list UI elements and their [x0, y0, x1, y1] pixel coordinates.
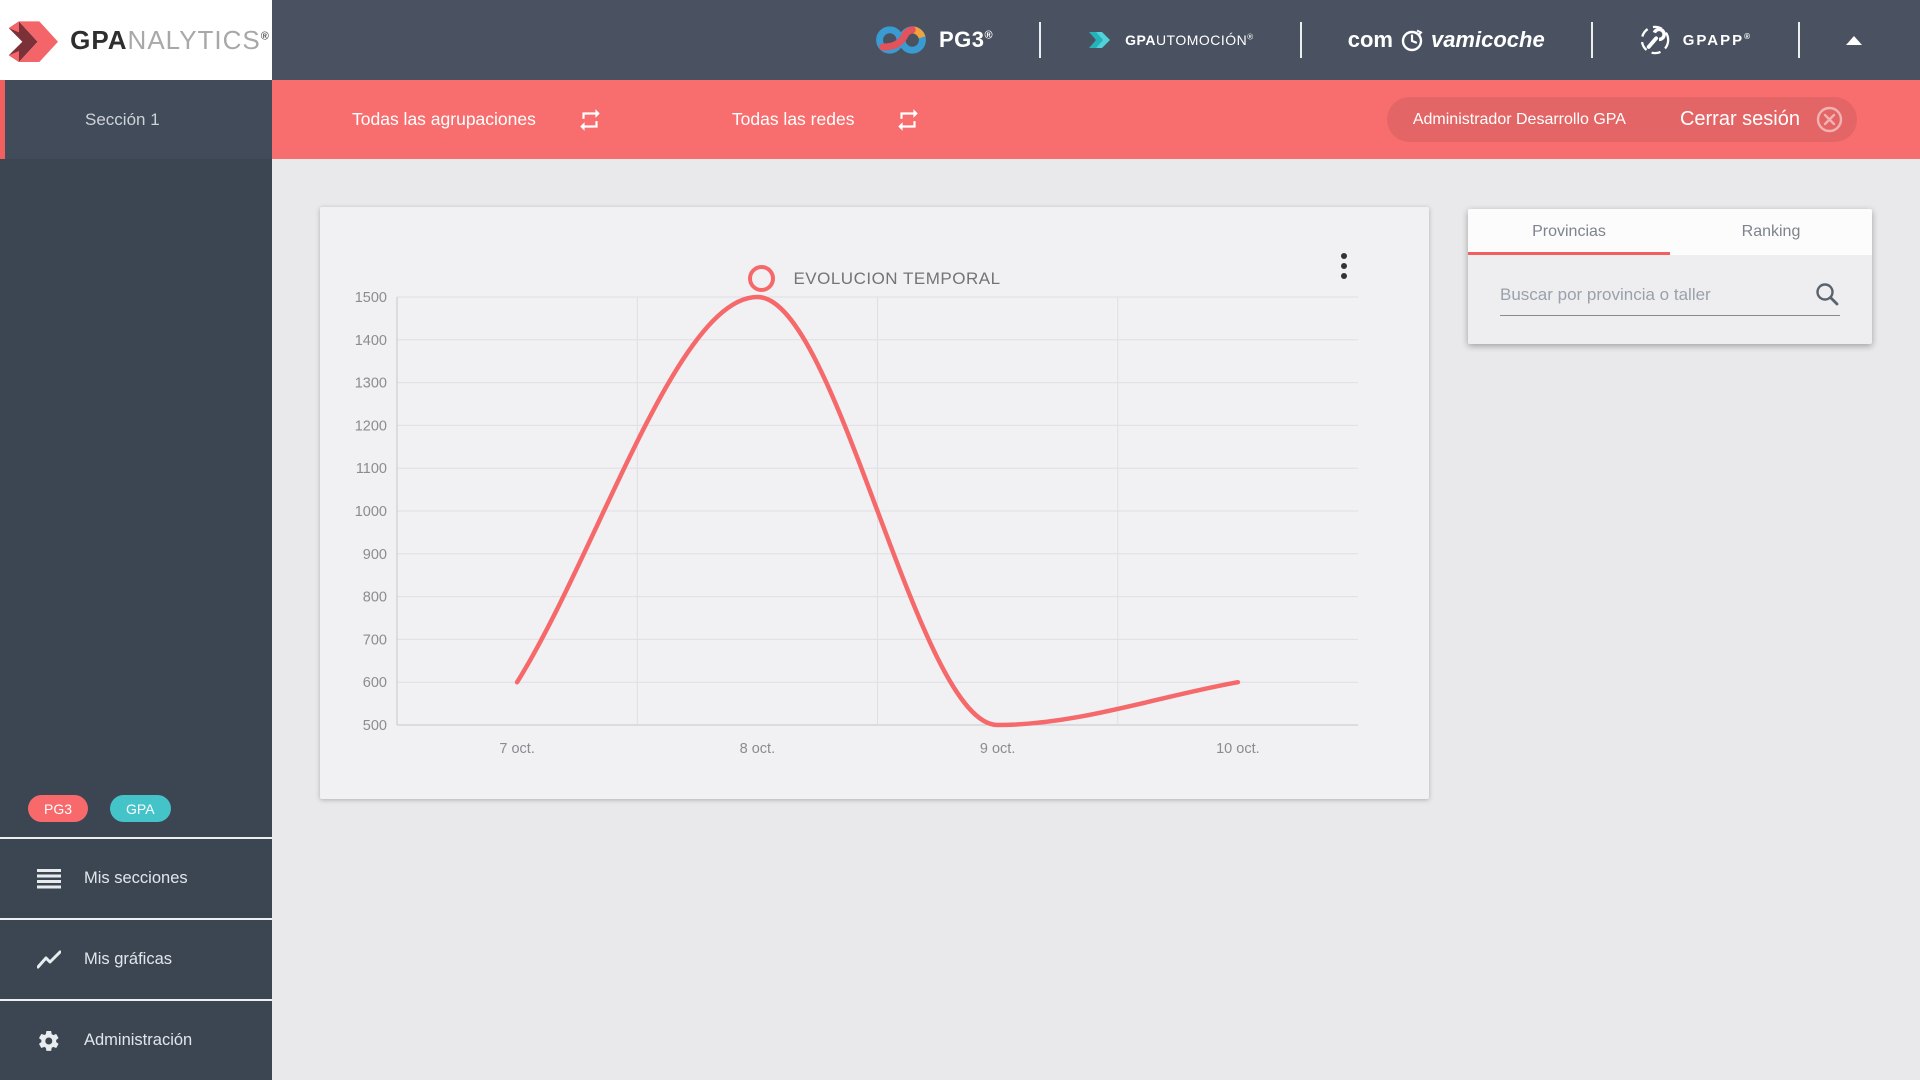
top-header: PG3® GPAUTOMOCIÓN® com vamicoche	[0, 0, 1920, 80]
app-logo: GPANALYTICS®	[0, 0, 272, 80]
collapse-header-caret[interactable]	[1846, 35, 1862, 45]
svg-text:1300: 1300	[355, 376, 387, 392]
wrench-icon	[1640, 25, 1669, 55]
svg-text:1100: 1100	[356, 461, 387, 477]
gpautomocion-logo: GPAUTOMOCIÓN®	[1087, 28, 1254, 52]
sidebar: Sección 1 PG3 GPA Mis secciones Mis gráf…	[0, 80, 272, 1080]
sidebar-item-mis-graficas[interactable]: Mis gráficas	[0, 918, 272, 999]
chart-line-icon	[36, 950, 62, 970]
legend-series-ring-icon	[748, 265, 776, 292]
svg-text:1200: 1200	[355, 418, 387, 434]
chart-menu-kebab-icon[interactable]	[1337, 249, 1351, 283]
pg3-logo: PG3®	[875, 25, 993, 55]
sidebar-item-mis-secciones[interactable]: Mis secciones	[0, 837, 272, 918]
logout-button[interactable]: Cerrar sesión	[1679, 108, 1800, 130]
comprovamicoche-post: vamicoche	[1430, 27, 1545, 52]
chart-legend: EVOLUCION TEMPORAL	[320, 265, 1429, 292]
sidebar-item-label: Mis gráficas	[84, 950, 173, 968]
comprovamicoche-logo: com vamicoche	[1348, 27, 1545, 53]
sidebar-section-label: Sección 1	[85, 109, 160, 129]
tab-provincias[interactable]: Provincias	[1468, 209, 1670, 255]
svg-text:700: 700	[363, 632, 387, 648]
swap-icon[interactable]	[894, 107, 922, 133]
filter-bar: Todas las agrupaciones Todas las redes A…	[272, 80, 1920, 159]
search-icon[interactable]	[1814, 281, 1840, 311]
header-divider	[1299, 22, 1302, 58]
header-divider	[1039, 22, 1042, 58]
svg-text:800: 800	[363, 590, 387, 606]
comprovamicoche-pre: com	[1347, 27, 1393, 52]
filter-agrupaciones[interactable]: Todas las agrupaciones	[352, 107, 604, 133]
svg-text:10 oct.: 10 oct.	[1216, 741, 1260, 757]
user-session-pill: Administrador Desarrollo GPA Cerrar sesi…	[1386, 97, 1857, 142]
gpautomocion-label: GPAUTOMOCIÓN®	[1125, 32, 1254, 48]
line-chart: 500 600 700 800 900 1000 1100 1200 1300 1400 1500 7…	[355, 290, 1358, 757]
gpapp-label: GPAPP®	[1682, 31, 1752, 49]
pg3-infinity-icon	[876, 26, 926, 54]
filter-label: Todas las agrupaciones	[352, 109, 536, 129]
gpanalytics-wordmark: GPANALYTICS®	[70, 24, 270, 55]
filter-redes[interactable]: Todas las redes	[732, 107, 923, 133]
sidebar-item-label: Mis secciones	[84, 869, 188, 887]
header-brand-strip: PG3® GPAUTOMOCIÓN® com vamicoche	[875, 0, 1862, 80]
svg-text:600: 600	[363, 675, 387, 691]
panel-body	[1468, 255, 1872, 344]
svg-text:900: 900	[363, 547, 387, 563]
sidebar-badges: PG3 GPA	[28, 795, 171, 822]
search-input[interactable]	[1500, 277, 1814, 315]
gpapp-logo: GPAPP®	[1639, 24, 1752, 56]
search-field	[1500, 277, 1840, 316]
sidebar-item-seccion-1[interactable]: Sección 1	[0, 80, 272, 159]
provincias-ranking-panel: Provincias Ranking	[1468, 209, 1872, 344]
panel-tabs: Provincias Ranking	[1468, 209, 1872, 255]
badge-gpa[interactable]: GPA	[110, 795, 171, 822]
header-divider	[1590, 22, 1593, 58]
user-name: Administrador Desarrollo GPA	[1412, 110, 1626, 128]
svg-text:1000: 1000	[355, 504, 387, 520]
logout-power-icon[interactable]	[1816, 106, 1843, 133]
sidebar-menu: Mis secciones Mis gráficas Administració…	[0, 837, 272, 1080]
sidebar-item-label: Administración	[84, 1031, 193, 1049]
svg-text:7 oct.: 7 oct.	[499, 741, 534, 757]
pg3-label: PG3®	[938, 27, 994, 52]
legend-series-label: EVOLUCION TEMPORAL	[793, 268, 1001, 288]
gpautomocion-arrow-icon	[1089, 32, 1111, 48]
badge-pg3[interactable]: PG3	[28, 795, 89, 822]
sidebar-item-administracion[interactable]: Administración	[0, 999, 272, 1080]
evolucion-temporal-chart-card: EVOLUCION TEMPORAL 500 600 700 800 900 1000 11…	[320, 207, 1429, 799]
filter-label: Todas las redes	[731, 109, 855, 129]
svg-text:1400: 1400	[355, 333, 387, 349]
gpanalytics-arrow-icon	[8, 21, 59, 63]
menu-icon	[36, 868, 62, 889]
svg-text:9 oct.: 9 oct.	[980, 741, 1015, 757]
svg-text:1500: 1500	[355, 290, 387, 306]
swap-icon[interactable]	[576, 107, 604, 133]
tab-ranking[interactable]: Ranking	[1741, 223, 1801, 240]
clock-icon	[1401, 29, 1423, 52]
gear-icon	[36, 1029, 62, 1053]
header-divider	[1798, 22, 1800, 58]
svg-text:8 oct.: 8 oct.	[740, 741, 775, 757]
svg-text:500: 500	[363, 718, 387, 734]
main-content: EVOLUCION TEMPORAL 500 600 700 800 900 1000 11…	[272, 159, 1920, 1080]
